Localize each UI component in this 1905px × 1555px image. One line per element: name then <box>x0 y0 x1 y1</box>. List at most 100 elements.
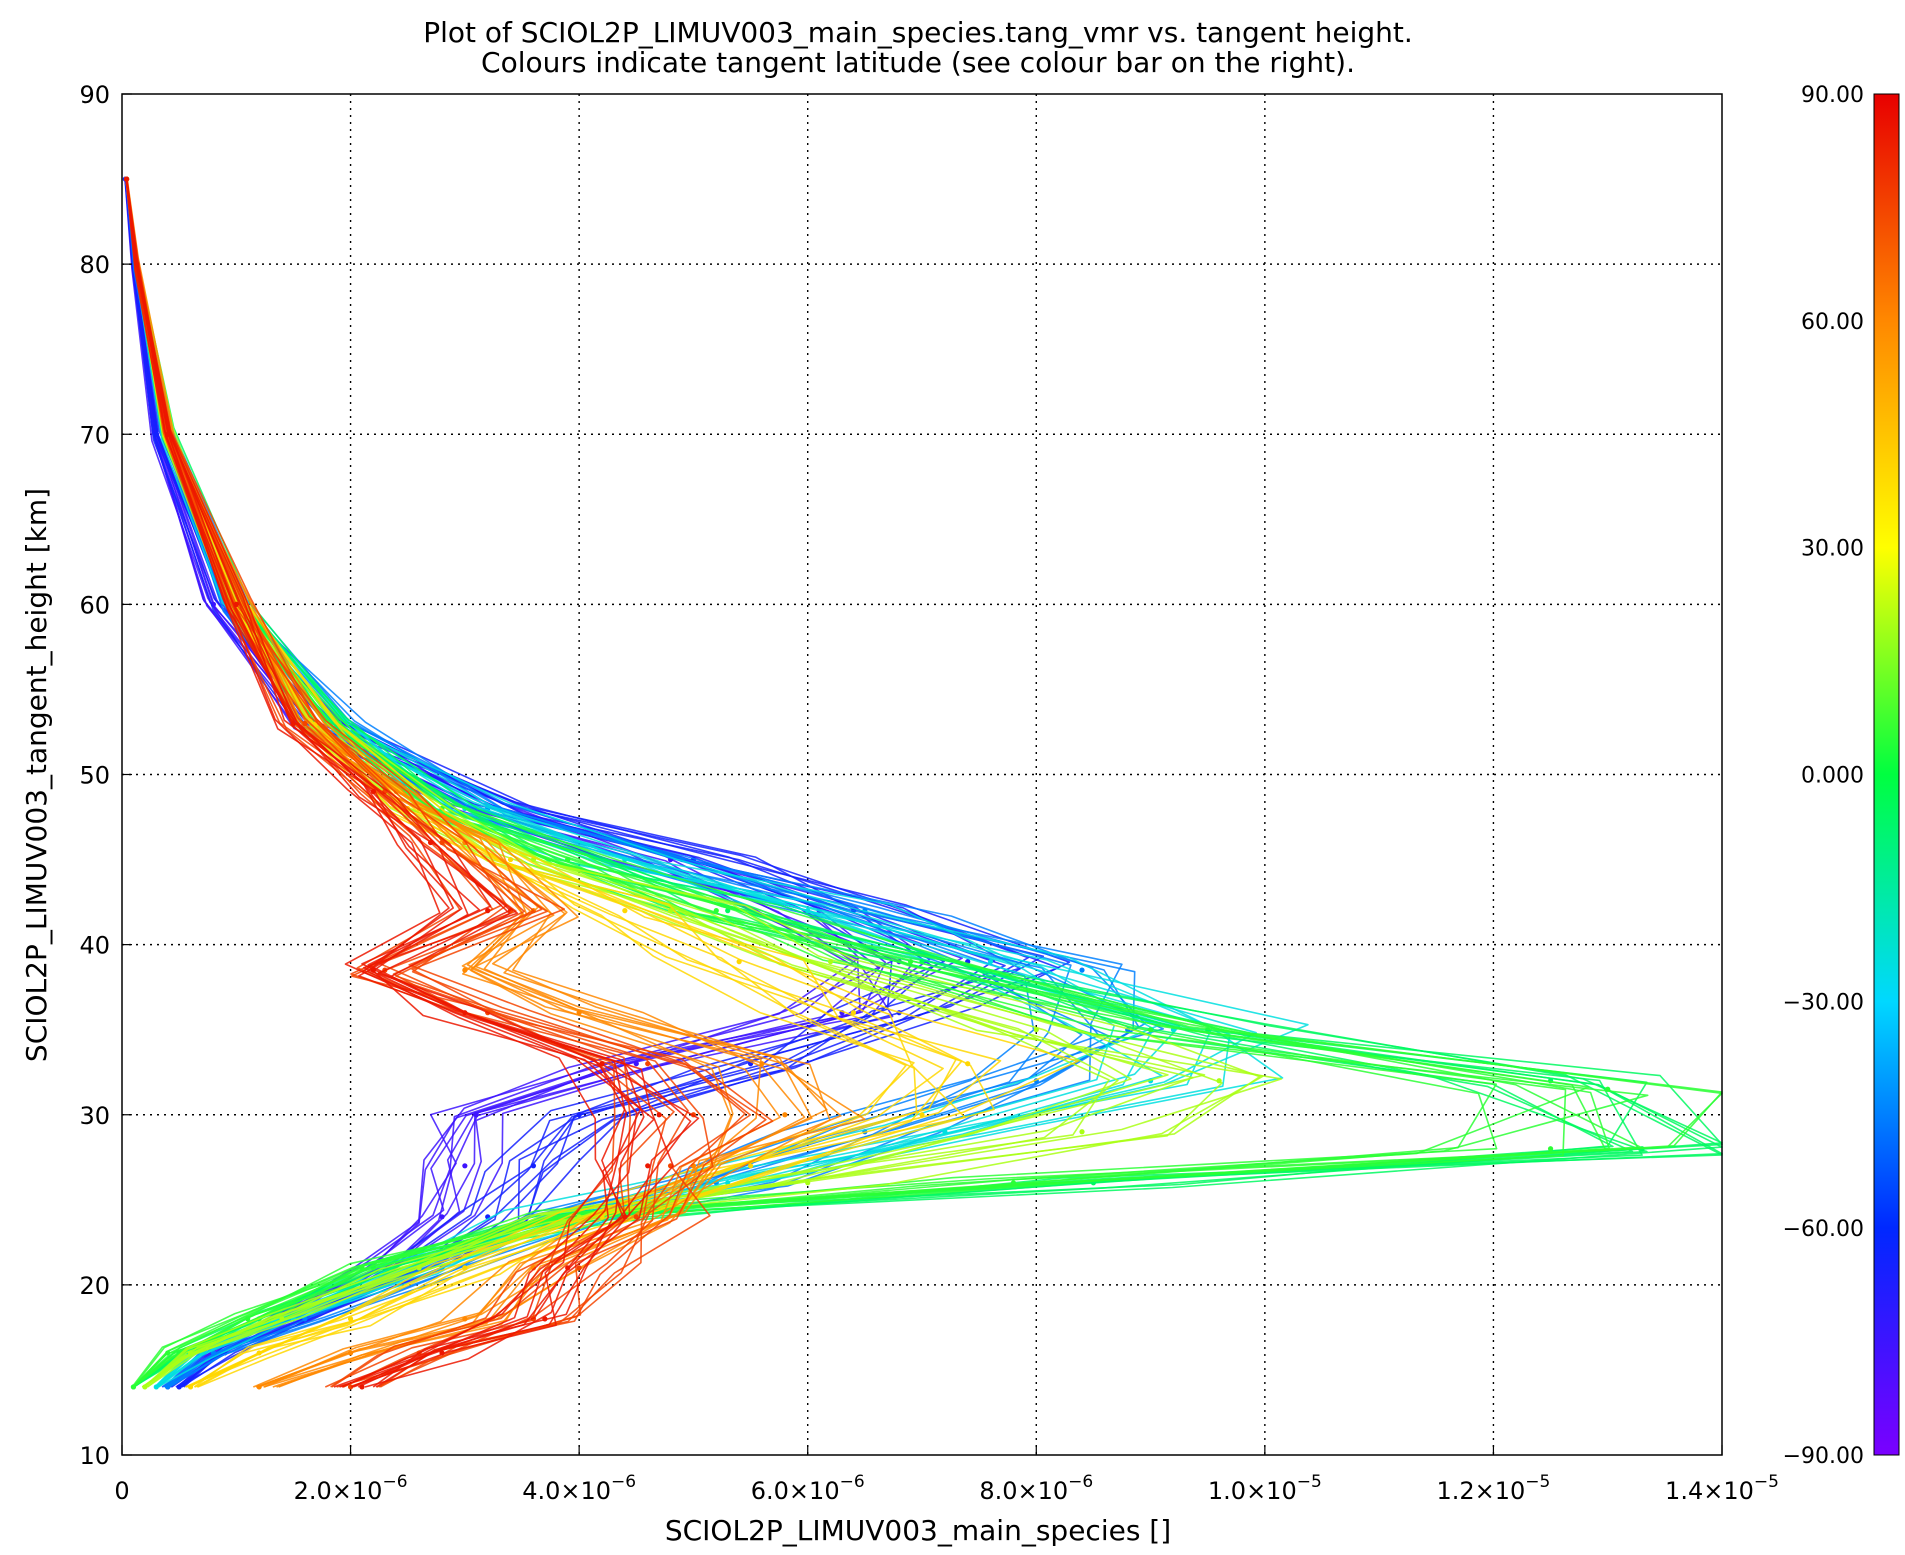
y-tick-label: 70 <box>79 421 110 449</box>
profile-point <box>565 1265 571 1271</box>
profile-point <box>130 1384 137 1390</box>
profile-point <box>782 1112 788 1118</box>
profile-point <box>1147 1027 1154 1033</box>
profile-point <box>576 1010 582 1016</box>
profile-point <box>656 1112 662 1118</box>
profile-point <box>347 1384 354 1390</box>
profile-line <box>125 179 1614 1388</box>
profile-line <box>125 179 1648 1388</box>
profile-point <box>1033 1027 1039 1033</box>
profile-line <box>125 178 1649 1388</box>
y-tick-label: 80 <box>79 251 110 279</box>
profile-point <box>1605 1086 1611 1092</box>
profile-point <box>302 720 308 727</box>
profile-line <box>125 179 1642 1388</box>
profile-line <box>126 178 752 1388</box>
profile-line <box>125 178 1607 1388</box>
profile-line <box>126 179 1648 1388</box>
colorbar-tick-label: −60.00 <box>1783 1217 1864 1242</box>
colorbar-tick-label: 0.000 <box>1801 764 1864 789</box>
profile-line <box>125 179 655 1388</box>
y-tick-label: 10 <box>79 1442 110 1470</box>
profile-point <box>919 1112 925 1118</box>
profile-point <box>176 1384 182 1390</box>
profile-point <box>907 959 914 965</box>
profile-line <box>125 179 966 1388</box>
profile-point <box>370 967 377 973</box>
profile-point <box>165 431 171 437</box>
profile-point <box>1216 1078 1222 1084</box>
x-tick-label: 8.0×10−6 <box>979 1472 1093 1505</box>
profile-point <box>507 856 514 863</box>
profile-point <box>462 1163 468 1169</box>
chart-title: Plot of SCIOL2P_LIMUV003_main_species.ta… <box>423 16 1413 49</box>
colorbar-tick-label: −30.00 <box>1783 990 1864 1015</box>
profile-point <box>245 1316 251 1322</box>
y-tick-label: 50 <box>79 762 110 790</box>
profile-point <box>187 1350 194 1356</box>
profile-point <box>473 1112 479 1118</box>
profile-point <box>165 1384 171 1390</box>
profile-point <box>599 1061 605 1067</box>
x-tick-label: 4.0×10−6 <box>522 1472 636 1505</box>
x-tick-label: 1.4×10−5 <box>1665 1472 1779 1505</box>
x-tick-label: 6.0×10−6 <box>751 1472 865 1505</box>
profile-line <box>126 179 963 1388</box>
profile-line <box>125 179 1002 1388</box>
y-tick-label: 30 <box>79 1102 110 1130</box>
profile-point <box>370 788 377 795</box>
x-axis-label: SCIOL2P_LIMUV003_main_species [] <box>665 1514 1171 1547</box>
y-axis-label: SCIOL2P_LIMUV003_tangent_height [km] <box>20 488 53 1062</box>
profile-point <box>439 839 445 846</box>
profile-line <box>125 179 957 1388</box>
profile-point <box>485 908 491 914</box>
profile-point <box>633 1061 639 1067</box>
profile-point <box>462 1316 468 1322</box>
profile-point <box>462 967 468 973</box>
profile-line <box>126 178 767 1388</box>
profile-point <box>123 176 130 182</box>
profile-point <box>462 1265 468 1271</box>
x-tick-label: 0 <box>114 1477 129 1505</box>
profile-point <box>142 1384 148 1390</box>
profile-line <box>125 179 944 1388</box>
profile-point <box>462 1010 468 1016</box>
x-tick-label: 1.2×10−5 <box>1436 1472 1550 1505</box>
profile-point <box>576 1265 582 1271</box>
y-tick-label: 90 <box>79 81 110 109</box>
profile-point <box>1547 1146 1554 1152</box>
colorbar-tick-label: 90.00 <box>1801 83 1864 108</box>
profile-point <box>850 1010 857 1016</box>
profile-line <box>125 179 1611 1388</box>
profile-point <box>359 1265 365 1271</box>
profile-point <box>187 1384 194 1390</box>
profile-point <box>965 1061 971 1067</box>
profile-line <box>125 179 1497 1388</box>
plot-area <box>122 176 1723 1390</box>
profile-point <box>165 1350 171 1356</box>
profile-line <box>124 179 945 1388</box>
profile-point <box>942 1129 948 1135</box>
profile-line <box>125 178 638 1388</box>
profile-point <box>347 1350 354 1356</box>
profile-point <box>416 1265 422 1271</box>
profile-point <box>633 1214 639 1220</box>
x-axis: 0 2.0×10−6 4.0×10−6 6.0×10−6 8.0×10−6 1.0×10−… <box>114 1445 1779 1505</box>
profile-line <box>125 179 1590 1388</box>
y-tick-label: 40 <box>79 932 110 960</box>
profile-line <box>125 178 626 1388</box>
profile-point <box>827 959 834 965</box>
x-tick-label: 2.0×10−6 <box>294 1472 408 1505</box>
y-tick-label: 60 <box>79 591 110 619</box>
profile-point <box>805 908 811 914</box>
profile-point <box>645 1061 651 1067</box>
profile-line <box>126 178 700 1388</box>
profile-line <box>125 179 1567 1388</box>
profile-point <box>290 720 297 727</box>
profile-line <box>126 179 1643 1388</box>
profile-point <box>542 1316 548 1322</box>
colorbar-tick-label: −90.00 <box>1783 1444 1864 1469</box>
profile-line <box>125 179 645 1388</box>
profile-point <box>153 431 159 437</box>
